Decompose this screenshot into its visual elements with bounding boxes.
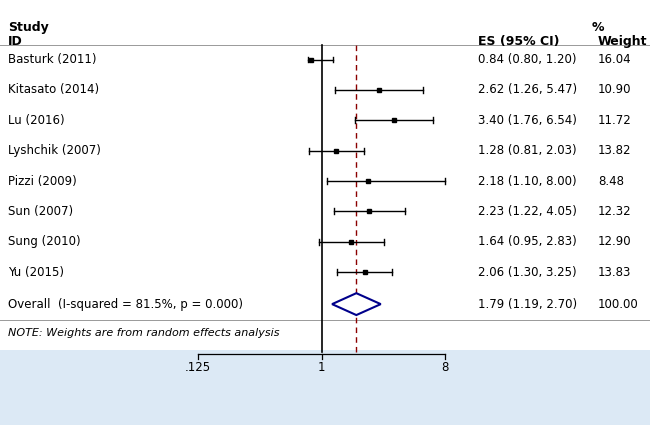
Text: Pizzi (2009): Pizzi (2009) xyxy=(8,175,77,187)
Text: 100.00: 100.00 xyxy=(598,298,639,311)
Text: 2.23 (1.22, 4.05): 2.23 (1.22, 4.05) xyxy=(478,205,577,218)
Text: Lu (2016): Lu (2016) xyxy=(8,114,64,127)
Text: 13.83: 13.83 xyxy=(598,266,631,279)
Text: 12.32: 12.32 xyxy=(598,205,632,218)
Text: 16.04: 16.04 xyxy=(598,53,632,66)
Text: 3.40 (1.76, 6.54): 3.40 (1.76, 6.54) xyxy=(478,114,577,127)
Bar xyxy=(0,350,650,425)
Text: Sung (2010): Sung (2010) xyxy=(8,235,81,248)
Text: 1.79 (1.19, 2.70): 1.79 (1.19, 2.70) xyxy=(478,298,577,311)
Text: ES (95% CI): ES (95% CI) xyxy=(478,35,559,48)
Text: 1.64 (0.95, 2.83): 1.64 (0.95, 2.83) xyxy=(478,235,577,248)
Text: .125: .125 xyxy=(185,361,211,374)
Text: ID: ID xyxy=(8,35,23,48)
Text: Lyshchik (2007): Lyshchik (2007) xyxy=(8,144,101,157)
Text: 2.62 (1.26, 5.47): 2.62 (1.26, 5.47) xyxy=(478,83,577,96)
Text: Overall  (I-squared = 81.5%, p = 0.000): Overall (I-squared = 81.5%, p = 0.000) xyxy=(8,298,243,311)
Text: 8.48: 8.48 xyxy=(598,175,624,187)
Text: 10.90: 10.90 xyxy=(598,83,632,96)
Text: 2.18 (1.10, 8.00): 2.18 (1.10, 8.00) xyxy=(478,175,577,187)
Text: Weight: Weight xyxy=(598,35,647,48)
Text: Basturk (2011): Basturk (2011) xyxy=(8,53,96,66)
Text: 1.28 (0.81, 2.03): 1.28 (0.81, 2.03) xyxy=(478,144,577,157)
Text: %: % xyxy=(592,21,604,34)
Text: 8: 8 xyxy=(441,361,449,374)
Text: 13.82: 13.82 xyxy=(598,144,632,157)
Text: 0.84 (0.80, 1.20): 0.84 (0.80, 1.20) xyxy=(478,53,577,66)
Text: 12.90: 12.90 xyxy=(598,235,632,248)
Text: Sun (2007): Sun (2007) xyxy=(8,205,73,218)
Text: 11.72: 11.72 xyxy=(598,114,632,127)
Text: Study: Study xyxy=(8,21,49,34)
Text: 1: 1 xyxy=(318,361,326,374)
Text: Kitasato (2014): Kitasato (2014) xyxy=(8,83,99,96)
Text: 2.06 (1.30, 3.25): 2.06 (1.30, 3.25) xyxy=(478,266,577,279)
Text: Yu (2015): Yu (2015) xyxy=(8,266,64,279)
Text: NOTE: Weights are from random effects analysis: NOTE: Weights are from random effects an… xyxy=(8,328,280,337)
Polygon shape xyxy=(332,293,381,315)
